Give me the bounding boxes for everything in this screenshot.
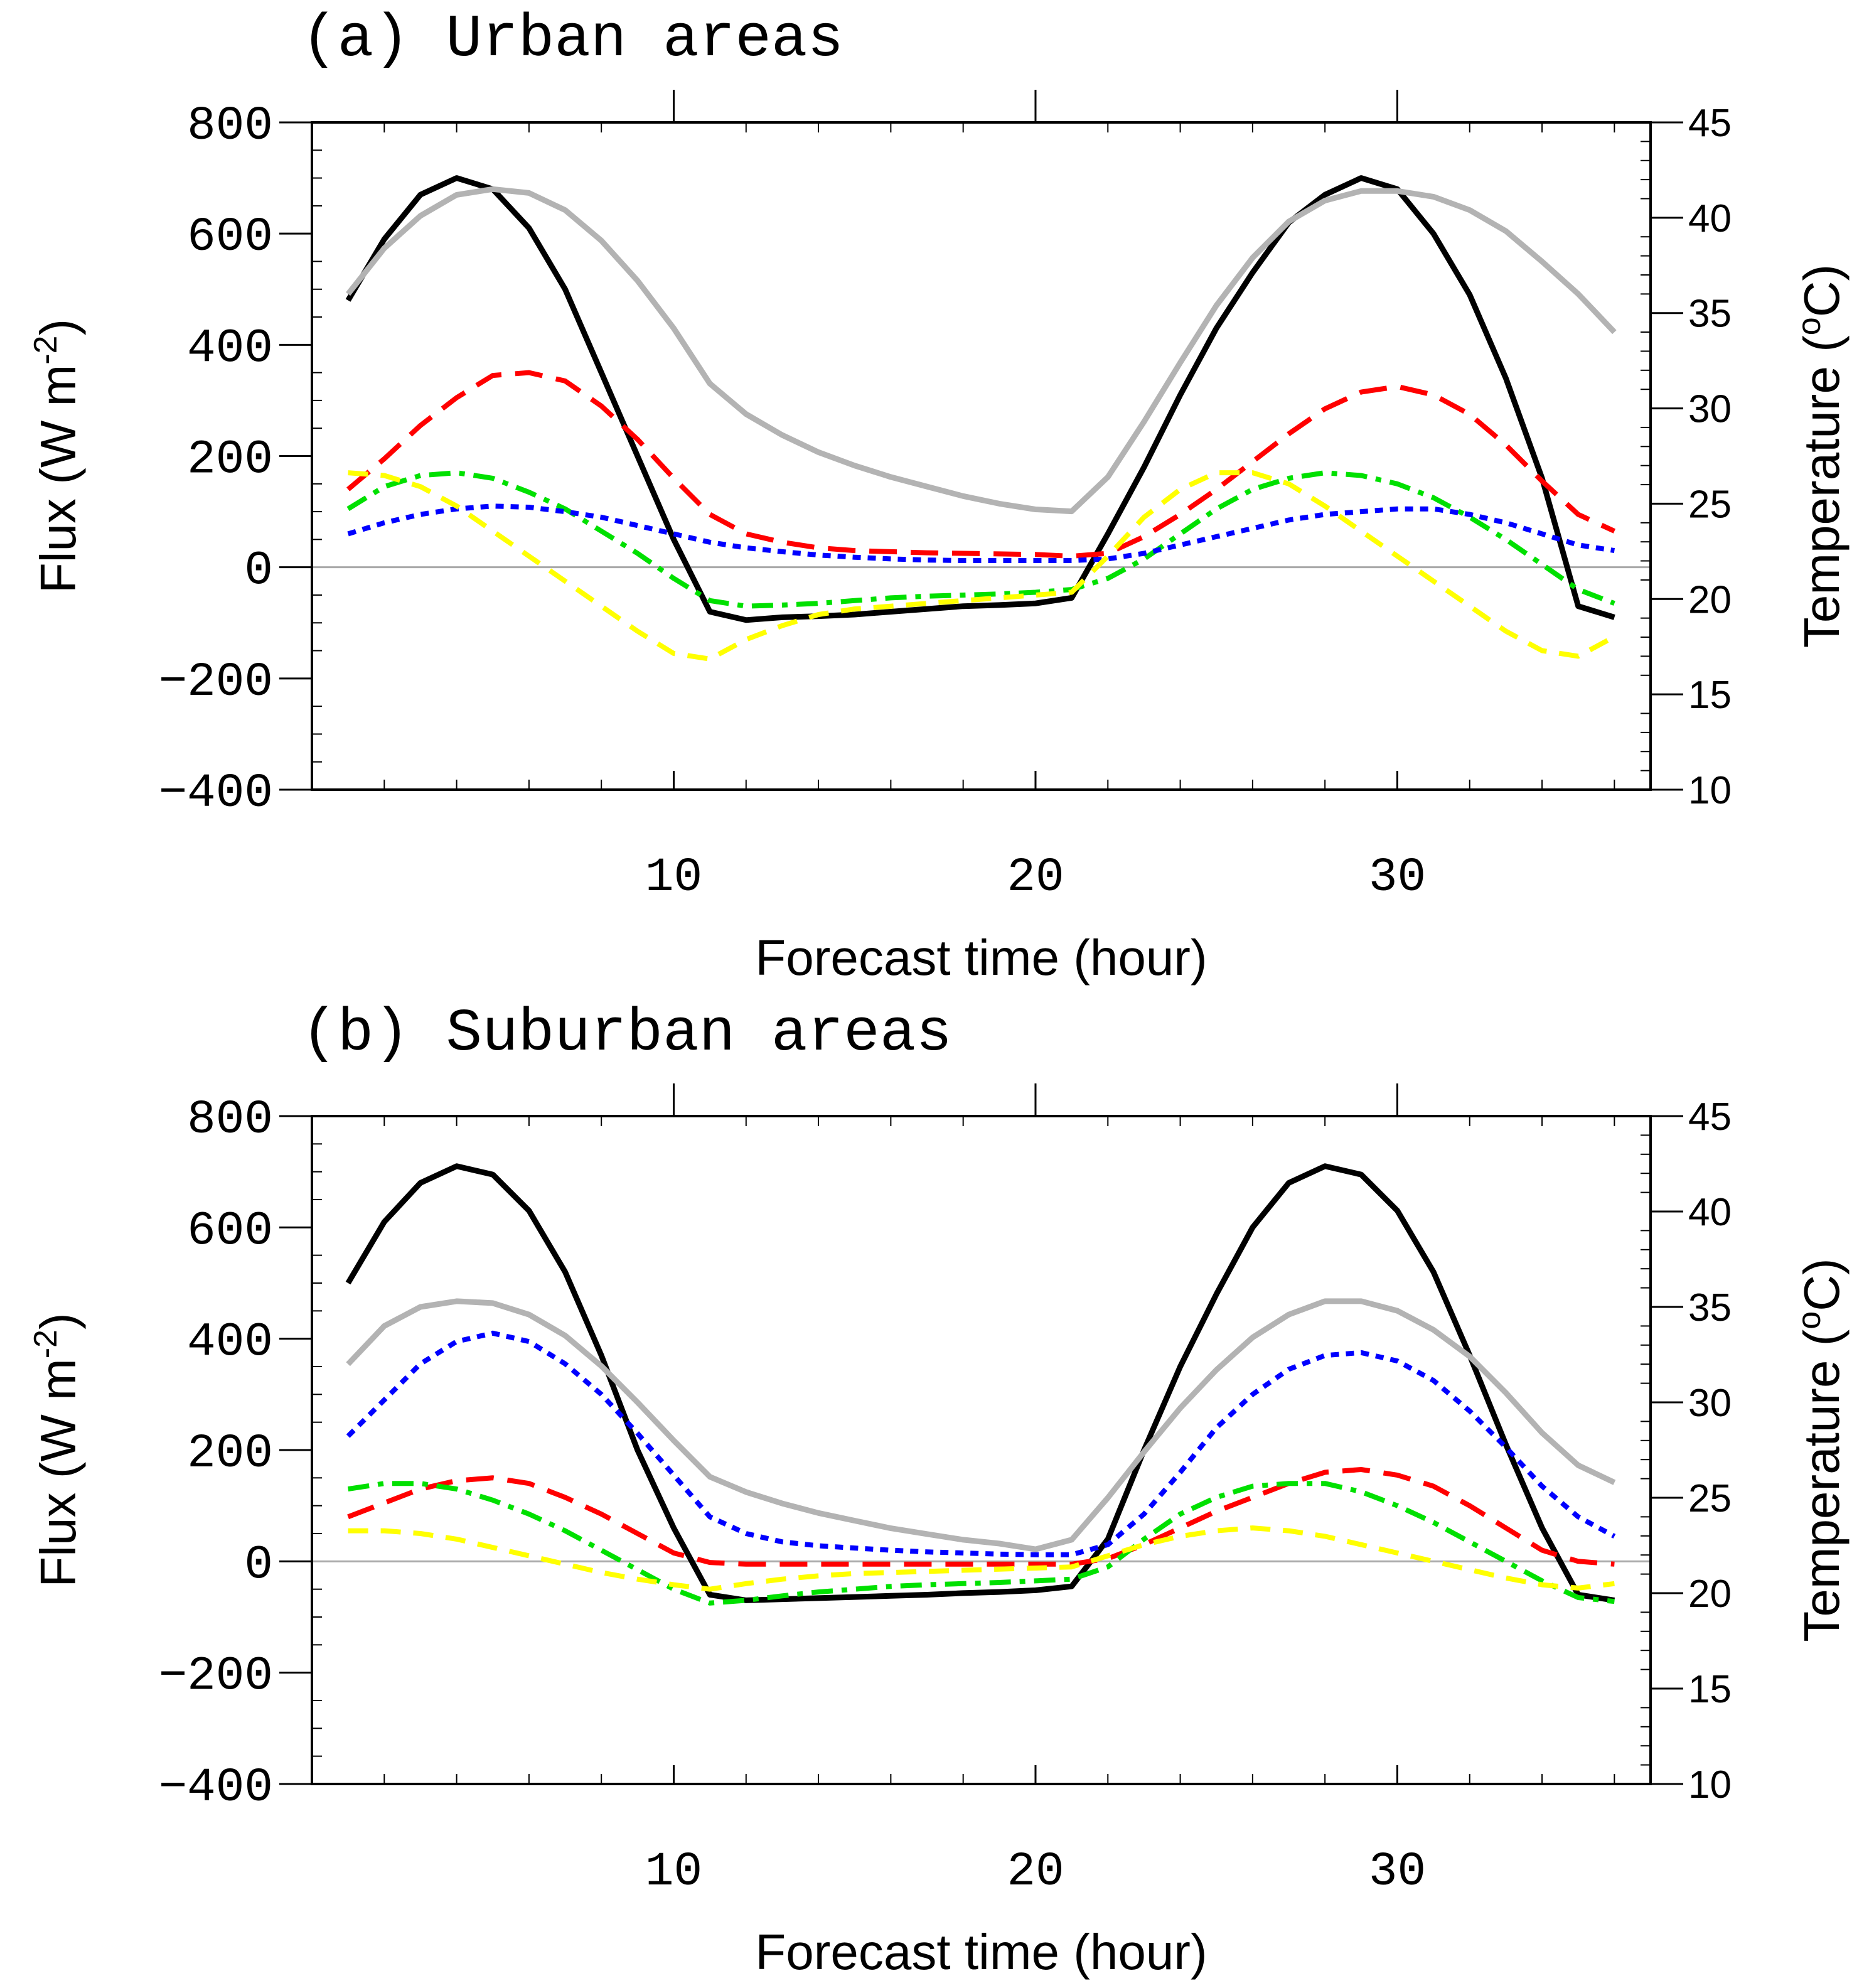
y2-tick-label: 45 [1688,102,1732,145]
y-tick-label: 200 [187,1427,273,1481]
y-tick-label: 600 [187,1204,273,1258]
y2-tick-label: 25 [1688,1477,1732,1520]
series-line-red [346,370,1616,559]
y2-tick-label: 10 [1688,1763,1732,1807]
series-line-gray [346,186,1617,515]
y-tick-label: 200 [187,433,273,487]
y-axis-title-sup: -2 [28,1330,64,1358]
y-tick-label: −200 [159,655,273,709]
y-tick-label: 800 [187,99,273,153]
y-tick-label: 400 [187,1316,273,1370]
y-tick-label: 0 [244,544,273,598]
x-tick-label: 30 [1369,1845,1426,1899]
plot-frame [311,121,1652,791]
y-tick-label: 800 [187,1093,273,1147]
x-tick-label: 10 [645,1845,702,1899]
series-line-yellow [348,1525,1615,1592]
panel-title: (a) Urban areas [301,5,843,73]
y2-axis-title-close: C) [1794,264,1850,317]
plot-frame [311,1115,1652,1785]
y2-tick-label: 35 [1688,1286,1732,1330]
panel-suburban: (b) Suburban areas 800 600 400 200 0 −200 −400 4… [28,999,1850,1980]
y2-tick-label: 20 [1688,578,1732,621]
y2-tick-label: 15 [1688,674,1732,717]
y-tick-label: −200 [159,1650,273,1704]
y-tick-label: 400 [187,321,273,375]
y-tick-label: −400 [159,766,273,820]
y2-tick-label: 10 [1688,769,1732,812]
x-tick-label: 20 [1007,1845,1064,1899]
y-tick-label: 0 [244,1538,273,1592]
series-line-blue [347,503,1615,563]
y2-tick-label: 30 [1688,1382,1732,1425]
series-line-gray [346,1298,1616,1552]
y-axis-title-sup: -2 [28,336,64,365]
y2-axis-title: Temperature (oC) [1791,264,1850,648]
y2-tick-label: 25 [1688,483,1732,526]
series-line-blue [346,1330,1616,1557]
y2-tick-label: 40 [1688,197,1732,240]
panel-title: (b) Suburban areas [301,999,952,1068]
y-tick-label: −400 [159,1761,273,1815]
y2-axis-title-main: Temperature ( [1794,335,1850,648]
y-axis-title: Flux (W m-2) [28,319,86,593]
y2-axis-title-sup: o [1791,317,1828,335]
x-tick-label: 20 [1007,851,1064,905]
y2-tick-label: 35 [1688,293,1732,336]
y2-axis-title-main: Temperature ( [1794,1329,1850,1641]
y2-axis-title-close: C) [1794,1258,1850,1311]
y2-tick-label: 30 [1688,388,1732,431]
y2-tick-label: 15 [1688,1668,1732,1711]
x-axis-title: Forecast time (hour) [755,930,1207,986]
series-line-green [346,470,1615,609]
y2-tick-label: 20 [1688,1572,1732,1616]
y-tick-label: 600 [187,210,273,264]
x-axis-title: Forecast time (hour) [755,1924,1207,1980]
y2-axis-title-sup: o [1791,1311,1828,1330]
y2-axis-title: Temperature (oC) [1791,1258,1850,1641]
y-axis-title-main: Flux (W m [30,365,86,593]
series-line-black [345,175,1615,623]
panel-urban: (a) Urban areas 800 600 400 200 0 −200 −400 45 40… [28,5,1850,986]
x-tick-label: 30 [1369,851,1426,905]
y-axis-title-main: Flux (W m [30,1358,86,1587]
series-line-black [345,1163,1615,1603]
y-axis-title-close: ) [30,319,86,336]
y-axis-title-close: ) [30,1313,86,1330]
y2-tick-label: 45 [1688,1095,1732,1139]
y2-tick-label: 40 [1688,1191,1732,1234]
series-line-yellow [348,470,1616,662]
x-tick-label: 10 [645,851,702,905]
series-line-red [347,1467,1615,1567]
y-axis-title: Flux (W m-2) [28,1313,86,1587]
